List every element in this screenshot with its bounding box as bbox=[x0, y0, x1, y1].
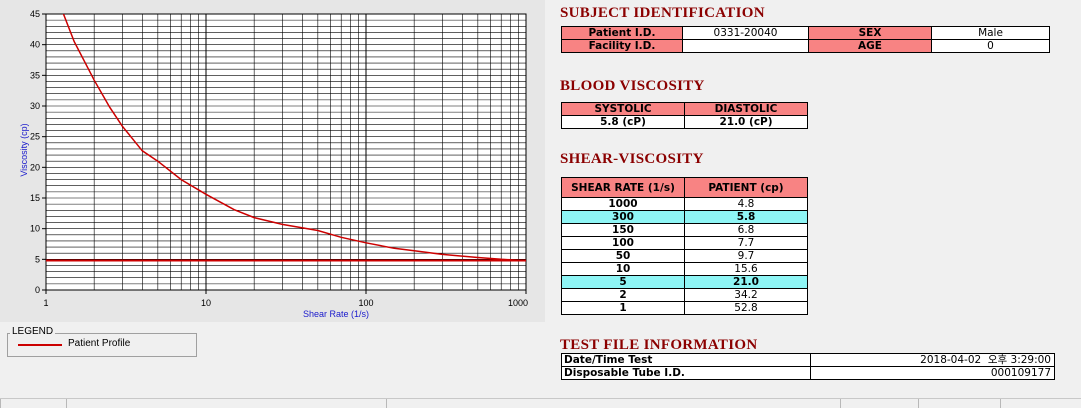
table-row: 150 6.8 bbox=[561, 223, 808, 237]
shear-rate-cell: 50 bbox=[561, 249, 685, 263]
table-row: 5 21.0 bbox=[561, 275, 808, 289]
sex-label: SEX bbox=[808, 26, 932, 40]
y-tick-label: 0 bbox=[35, 285, 40, 295]
series-line-patient-profile bbox=[62, 14, 526, 262]
shear-viscosity-title: SHEAR-VISCOSITY bbox=[560, 151, 704, 167]
viscosity-chart: 0 5 10 15 20 25 30 35 40 45 1 10 100 1000 Shear Rate (… bbox=[19, 9, 528, 319]
y-tick-label: 25 bbox=[30, 132, 40, 142]
viscosity-chart-panel: 0 5 10 15 20 25 30 35 40 45 1 10 100 1000 Shear Rate (… bbox=[0, 0, 545, 322]
status-cell bbox=[66, 399, 386, 408]
x-tick-label: 100 bbox=[358, 298, 373, 308]
table-row: Facility I.D. AGE 0 bbox=[561, 39, 1050, 53]
blood-viscosity-title: BLOOD VISCOSITY bbox=[560, 78, 705, 94]
table-row: 5.8 (cP) 21.0 (cP) bbox=[561, 115, 808, 129]
table-row: Disposable Tube I.D. 000109177 bbox=[561, 366, 1055, 380]
shear-rate-cell: 150 bbox=[561, 223, 685, 237]
table-row: 2 34.2 bbox=[561, 288, 808, 302]
blood-viscosity-table: SYSTOLIC DIASTOLIC 5.8 (cP) 21.0 (cP) bbox=[561, 102, 808, 129]
y-tick-label: 45 bbox=[30, 9, 40, 19]
table-row: 300 5.8 bbox=[561, 210, 808, 224]
status-cell bbox=[840, 399, 918, 408]
patient-viscosity-cell: 5.8 bbox=[684, 210, 808, 224]
status-cell bbox=[1000, 399, 1081, 408]
legend-label-patient-profile: Patient Profile bbox=[68, 338, 131, 349]
shear-rate-cell: 1000 bbox=[561, 197, 685, 211]
systolic-label: SYSTOLIC bbox=[561, 102, 685, 116]
table-row: 10 15.6 bbox=[561, 262, 808, 276]
diastolic-value: 21.0 (cP) bbox=[684, 115, 808, 129]
subject-identification-title: SUBJECT IDENTIFICATION bbox=[560, 5, 765, 21]
y-tick-label: 20 bbox=[30, 162, 40, 172]
patient-viscosity-cell: 52.8 bbox=[684, 301, 808, 315]
age-label: AGE bbox=[808, 39, 932, 53]
table-row: SYSTOLIC DIASTOLIC bbox=[561, 102, 808, 116]
disposable-tube-id-value: 000109177 bbox=[810, 366, 1055, 380]
date-time-test-label: Date/Time Test bbox=[561, 353, 811, 367]
plot-area bbox=[45, 13, 527, 291]
legend: Patient Profile bbox=[7, 333, 197, 357]
status-bar bbox=[0, 398, 1081, 408]
patient-viscosity-cell: 7.7 bbox=[684, 236, 808, 250]
disposable-tube-id-label: Disposable Tube I.D. bbox=[561, 366, 811, 380]
table-row: 100 7.7 bbox=[561, 236, 808, 250]
shear-rate-cell: 100 bbox=[561, 236, 685, 250]
status-cell bbox=[0, 399, 66, 408]
shear-rate-cell: 2 bbox=[561, 288, 685, 302]
subject-identification-table: Patient I.D. 0331-20040 SEX Male Facilit… bbox=[561, 26, 1050, 53]
patient-viscosity-cell: 21.0 bbox=[684, 275, 808, 289]
test-file-information-title: TEST FILE INFORMATION bbox=[560, 337, 758, 353]
patient-column-header: PATIENT (cp) bbox=[684, 177, 808, 198]
table-row: 1000 4.8 bbox=[561, 197, 808, 211]
y-tick-label: 5 bbox=[35, 254, 40, 264]
x-tick-label: 1 bbox=[43, 298, 48, 308]
legend-title: LEGEND bbox=[10, 326, 56, 337]
table-row: Patient I.D. 0331-20040 SEX Male bbox=[561, 26, 1050, 40]
systolic-value: 5.8 (cP) bbox=[561, 115, 685, 129]
shear-rate-cell: 10 bbox=[561, 262, 685, 276]
shear-rate-cell: 300 bbox=[561, 210, 685, 224]
shear-rate-cell: 1 bbox=[561, 301, 685, 315]
x-tick-label: 10 bbox=[201, 298, 211, 308]
patient-viscosity-cell: 4.8 bbox=[684, 197, 808, 211]
patient-viscosity-cell: 15.6 bbox=[684, 262, 808, 276]
status-cell bbox=[386, 399, 840, 408]
test-file-information-table: Date/Time Test 2018-04-02 오후 3:29:00 Dis… bbox=[561, 353, 1055, 380]
age-value: 0 bbox=[931, 39, 1050, 53]
y-tick-label: 15 bbox=[30, 193, 40, 203]
shear-rate-cell: 5 bbox=[561, 275, 685, 289]
x-axis-label: Shear Rate (1/s) bbox=[303, 309, 369, 319]
legend-swatch-patient-profile bbox=[18, 344, 62, 346]
table-row: 50 9.7 bbox=[561, 249, 808, 263]
facility-id-value bbox=[682, 39, 809, 53]
shear-rate-column-header: SHEAR RATE (1/s) bbox=[561, 177, 685, 198]
y-tick-label: 10 bbox=[30, 224, 40, 234]
table-row: 1 52.8 bbox=[561, 301, 808, 315]
patient-viscosity-cell: 6.8 bbox=[684, 223, 808, 237]
y-tick-label: 40 bbox=[30, 40, 40, 50]
y-tick-label: 30 bbox=[30, 101, 40, 111]
y-axis-label: Viscosity (cp) bbox=[19, 123, 29, 176]
status-cell bbox=[918, 399, 1000, 408]
sex-value: Male bbox=[931, 26, 1050, 40]
patient-viscosity-cell: 34.2 bbox=[684, 288, 808, 302]
patient-viscosity-cell: 9.7 bbox=[684, 249, 808, 263]
facility-id-label: Facility I.D. bbox=[561, 39, 683, 53]
date-time-test-value: 2018-04-02 오후 3:29:00 bbox=[810, 353, 1055, 367]
table-row: Date/Time Test 2018-04-02 오후 3:29:00 bbox=[561, 353, 1055, 367]
y-tick-label: 35 bbox=[30, 70, 40, 80]
diastolic-label: DIASTOLIC bbox=[684, 102, 808, 116]
shear-viscosity-table: SHEAR RATE (1/s) PATIENT (cp) 1000 4.8 300… bbox=[561, 177, 808, 315]
x-tick-label: 1000 bbox=[508, 298, 528, 308]
table-header-row: SHEAR RATE (1/s) PATIENT (cp) bbox=[561, 177, 808, 198]
patient-id-value: 0331-20040 bbox=[682, 26, 809, 40]
patient-id-label: Patient I.D. bbox=[561, 26, 683, 40]
